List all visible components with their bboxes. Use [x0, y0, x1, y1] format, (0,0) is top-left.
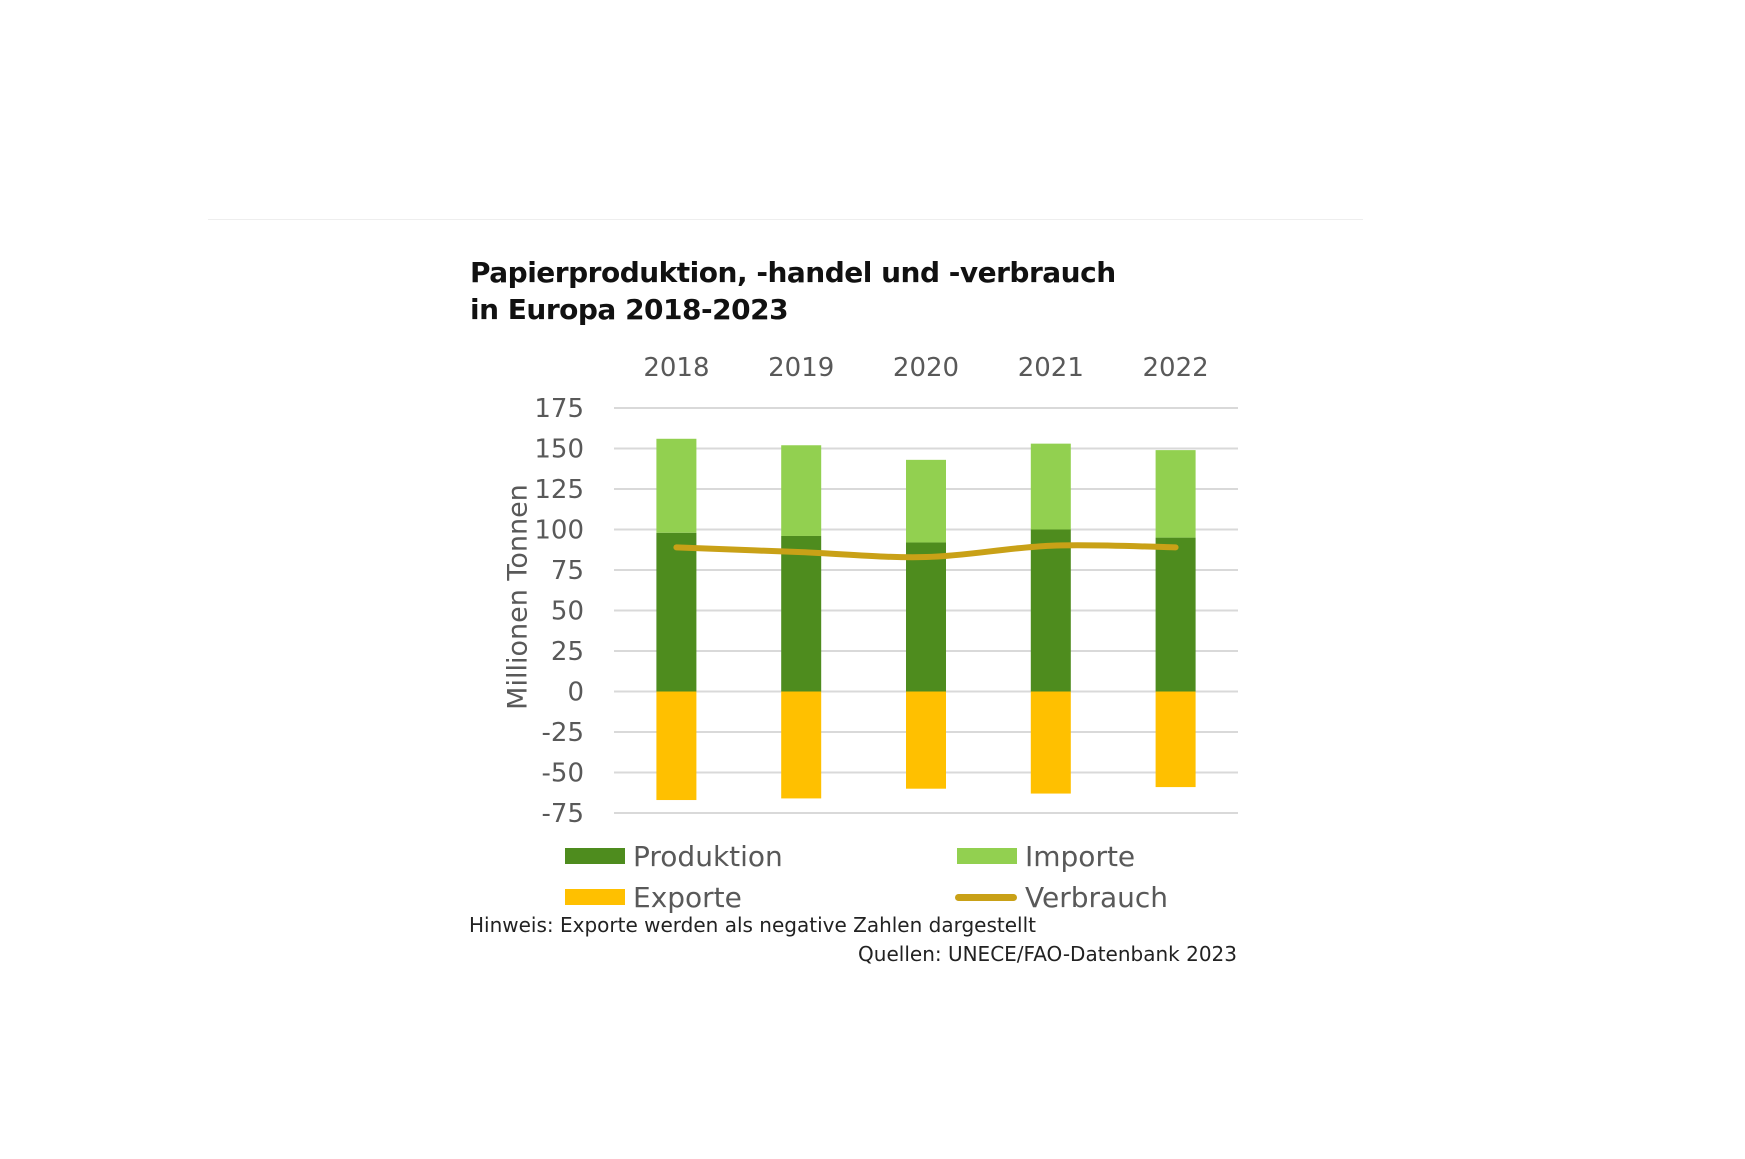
legend-label-verbrauch: Verbrauch [1025, 880, 1169, 914]
y-tick-label-150: 150 [534, 435, 584, 465]
y-tick-label-50: 50 [551, 597, 584, 627]
bar-exporte-2021 [1030, 691, 1071, 794]
legend-swatch-exporte [565, 889, 625, 905]
bar-exporte-2022 [1155, 691, 1196, 788]
chart-title: Papierproduktion, -handel und -verbrauch… [470, 254, 1170, 328]
legend-item-exporte: Exporte [565, 879, 742, 915]
bar-importe-2019 [781, 445, 822, 536]
bar-produktion-2020 [906, 542, 946, 692]
legend-label-produktion: Produktion [633, 839, 783, 873]
bar-produktion-2019 [781, 535, 822, 692]
bar-exporte-2018 [656, 691, 697, 801]
bar-exporte-2020 [906, 691, 946, 789]
y-tick-label-125: 125 [534, 475, 584, 505]
chart-source: Quellen: UNECE/FAO-Datenbank 2023 [858, 942, 1237, 966]
legend-swatch-verbrauch [955, 893, 1017, 901]
bar-exporte-2019 [781, 691, 822, 799]
y-tick-label-0: 0 [567, 678, 584, 708]
bar-importe-2022 [1155, 450, 1196, 538]
y-tick-label--75: -75 [542, 799, 584, 829]
legend-label-importe: Importe [1025, 839, 1136, 873]
bar-importe-2021 [1030, 443, 1071, 530]
chart-title-line-2: in Europa 2018-2023 [470, 293, 789, 326]
y-tick-label-25: 25 [551, 637, 584, 667]
legend-label-exporte: Exporte [633, 880, 742, 914]
x-category-label-2018: 2018 [643, 353, 709, 383]
legend-swatch-produktion [565, 848, 625, 864]
chart-note: Hinweis: Exporte werden als negative Zah… [469, 913, 1036, 937]
legend-item-produktion: Produktion [565, 838, 783, 874]
legend-item-importe: Importe [957, 838, 1135, 874]
legend-item-verbrauch: Verbrauch [955, 879, 1168, 915]
bar-produktion-2021 [1030, 529, 1071, 692]
chart-title-line-1: Papierproduktion, -handel und -verbrauch [470, 256, 1116, 289]
bar-produktion-2022 [1155, 537, 1196, 692]
x-category-label-2022: 2022 [1143, 353, 1209, 383]
legend-swatch-importe [957, 848, 1017, 864]
x-category-label-2021: 2021 [1018, 353, 1084, 383]
x-category-label-2019: 2019 [768, 353, 834, 383]
y-tick-label-75: 75 [551, 556, 584, 586]
y-tick-label-100: 100 [534, 516, 584, 546]
y-tick-label--50: -50 [542, 759, 584, 789]
y-tick-label--25: -25 [542, 718, 584, 748]
bar-importe-2020 [906, 459, 946, 543]
y-tick-label-175: 175 [534, 394, 584, 424]
y-axis-title: Millionen Tonnen [502, 484, 534, 710]
bar-produktion-2018 [656, 532, 697, 692]
top-divider [208, 219, 1363, 220]
bar-importe-2018 [656, 438, 697, 533]
x-category-label-2020: 2020 [893, 353, 959, 383]
